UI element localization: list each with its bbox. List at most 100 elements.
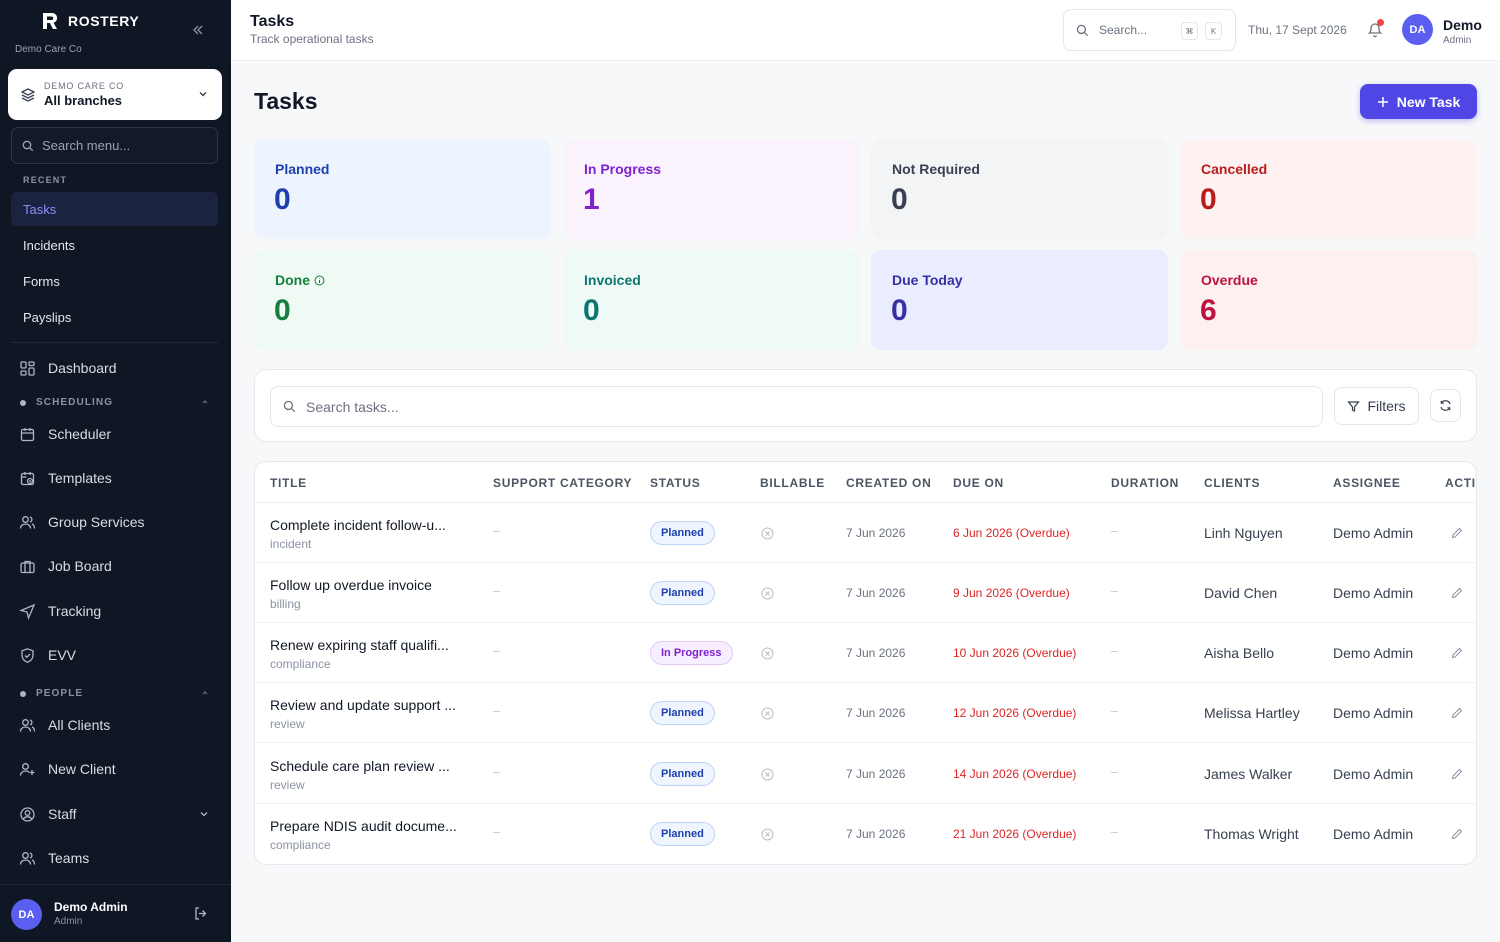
user-role: Admin: [54, 916, 83, 927]
collapse-sidebar-button[interactable]: [188, 21, 208, 39]
table-row[interactable]: Review and update support ... review Pla…: [255, 683, 1476, 743]
avatar[interactable]: DA: [11, 899, 42, 930]
shield-check-icon: [21, 647, 34, 663]
avatar[interactable]: DA: [1402, 14, 1433, 45]
col-created-on[interactable]: CREATED ON: [846, 476, 932, 490]
pencil-icon[interactable]: [1451, 768, 1463, 780]
nav-tracking[interactable]: Tracking: [11, 594, 218, 628]
branch-selector[interactable]: DEMO CARE CO All branches: [8, 69, 222, 120]
client-name[interactable]: Aisha Bello: [1204, 645, 1275, 661]
menu-search[interactable]: [11, 127, 218, 164]
pencil-icon[interactable]: [1451, 647, 1463, 659]
stat-value: 0: [891, 294, 908, 327]
col-duration[interactable]: DURATION: [1111, 476, 1180, 490]
stat-value: 0: [891, 183, 908, 216]
task-title[interactable]: Review and update support ...: [270, 697, 457, 713]
task-title[interactable]: Complete incident follow-u...: [270, 517, 446, 533]
x-circle-icon: [761, 647, 774, 660]
nav-new-client[interactable]: New Client: [11, 752, 218, 786]
stat-label: Invoiced: [584, 272, 641, 288]
search-icon: [1076, 24, 1089, 36]
client-name[interactable]: Thomas Wright: [1204, 826, 1299, 842]
pencil-icon[interactable]: [1451, 587, 1463, 599]
nav-evv[interactable]: EVV: [11, 638, 218, 672]
nav-label: Dashboard: [48, 360, 117, 376]
col-title[interactable]: TITLE: [270, 476, 307, 490]
header-user-name[interactable]: Demo: [1443, 17, 1482, 33]
org-subtitle: Demo Care Co: [15, 44, 82, 55]
x-circle-icon: [761, 527, 774, 540]
nav-templates[interactable]: Templates: [11, 461, 218, 495]
stat-card-in-progress[interactable]: In Progress 1: [563, 139, 860, 239]
recent-item-forms[interactable]: Forms: [23, 273, 60, 289]
created-on: 7 Jun 2026: [846, 586, 906, 600]
refresh-button[interactable]: [1430, 389, 1461, 422]
task-title[interactable]: Prepare NDIS audit docume...: [270, 818, 457, 834]
table-row[interactable]: Prepare NDIS audit docume... compliance …: [255, 804, 1476, 864]
client-name[interactable]: Melissa Hartley: [1204, 705, 1300, 721]
client-name[interactable]: Linh Nguyen: [1204, 525, 1283, 541]
col-assignee[interactable]: ASSIGNEE: [1333, 476, 1401, 490]
task-category: compliance: [270, 838, 331, 852]
navigation-icon: [19, 603, 36, 620]
col-support-category[interactable]: SUPPORT CATEGORY: [493, 476, 633, 490]
dot-icon: [20, 690, 26, 697]
global-search[interactable]: Search... ⌘ K: [1063, 9, 1236, 51]
stat-label: Planned: [275, 161, 330, 177]
table-row[interactable]: Follow up overdue invoice billing Planne…: [255, 563, 1476, 623]
nav-staff[interactable]: Staff: [11, 797, 218, 831]
pencil-icon[interactable]: [1451, 828, 1463, 840]
task-title[interactable]: Renew expiring staff qualifi...: [270, 637, 449, 653]
group-label: SCHEDULING: [36, 397, 114, 408]
bell-icon[interactable]: [1367, 21, 1383, 38]
logout-icon[interactable]: [193, 906, 208, 921]
recent-item-payslips[interactable]: Payslips: [23, 309, 72, 325]
stat-card-cancelled[interactable]: Cancelled 0: [1180, 139, 1477, 239]
brand[interactable]: ROSTERY: [40, 11, 139, 31]
table-row[interactable]: Complete incident follow-u... incident P…: [255, 503, 1476, 563]
assignee-name: Demo Admin: [1333, 826, 1414, 842]
nav-group-services[interactable]: Group Services: [11, 505, 218, 539]
stat-value: 6: [1200, 294, 1217, 327]
stat-card-not-required[interactable]: Not Required 0: [871, 139, 1168, 239]
calendar-clock-icon: [20, 471, 35, 485]
task-title[interactable]: Follow up overdue invoice: [270, 577, 432, 593]
task-title[interactable]: Schedule care plan review ...: [270, 758, 450, 774]
client-name[interactable]: David Chen: [1204, 585, 1278, 601]
col-status[interactable]: STATUS: [650, 476, 701, 490]
stat-card-due-today[interactable]: Due Today 0: [871, 250, 1168, 350]
table-row[interactable]: Renew expiring staff qualifi... complian…: [255, 623, 1476, 683]
task-category: compliance: [270, 657, 331, 671]
recent-item-incidents[interactable]: Incidents: [23, 237, 76, 253]
stat-card-overdue[interactable]: Overdue 6: [1180, 250, 1477, 350]
nav-scheduler[interactable]: Scheduler: [11, 417, 218, 451]
col-due-on[interactable]: DUE ON: [953, 476, 1004, 490]
info-icon[interactable]: [314, 275, 325, 286]
stat-card-planned[interactable]: Planned 0: [254, 139, 551, 239]
client-name[interactable]: James Walker: [1204, 766, 1293, 782]
nav-teams[interactable]: Teams: [11, 841, 218, 875]
nav-all-clients[interactable]: All Clients: [11, 708, 218, 742]
group-scheduling[interactable]: SCHEDULING: [20, 397, 210, 408]
nav-dashboard[interactable]: Dashboard: [11, 351, 218, 385]
group-people[interactable]: PEOPLE: [20, 688, 210, 699]
col-billable[interactable]: BILLABLE: [760, 476, 825, 490]
table-row[interactable]: Schedule care plan review ... review Pla…: [255, 744, 1476, 804]
nav-job-board[interactable]: Job Board: [11, 549, 218, 583]
filters-button[interactable]: Filters: [1334, 387, 1419, 425]
task-search[interactable]: [270, 386, 1323, 427]
stat-card-invoiced[interactable]: Invoiced 0: [563, 250, 860, 350]
sidebar: ROSTERY Demo Care Co DEMO CARE CO All br…: [0, 0, 231, 942]
recent-item-tasks[interactable]: Tasks: [11, 192, 218, 226]
brand-name: ROSTERY: [68, 13, 140, 29]
user-name: Demo Admin: [54, 900, 128, 914]
stat-card-done[interactable]: Done 0: [254, 250, 551, 350]
col-clients[interactable]: CLIENTS: [1204, 476, 1261, 490]
new-task-button[interactable]: New Task: [1360, 84, 1477, 119]
task-search-input[interactable]: [306, 398, 1306, 415]
pencil-icon[interactable]: [1451, 707, 1463, 719]
pencil-icon[interactable]: [1451, 527, 1463, 539]
menu-search-input[interactable]: [42, 138, 202, 153]
search-icon: [283, 400, 296, 413]
chevron-up-icon: [202, 691, 208, 695]
